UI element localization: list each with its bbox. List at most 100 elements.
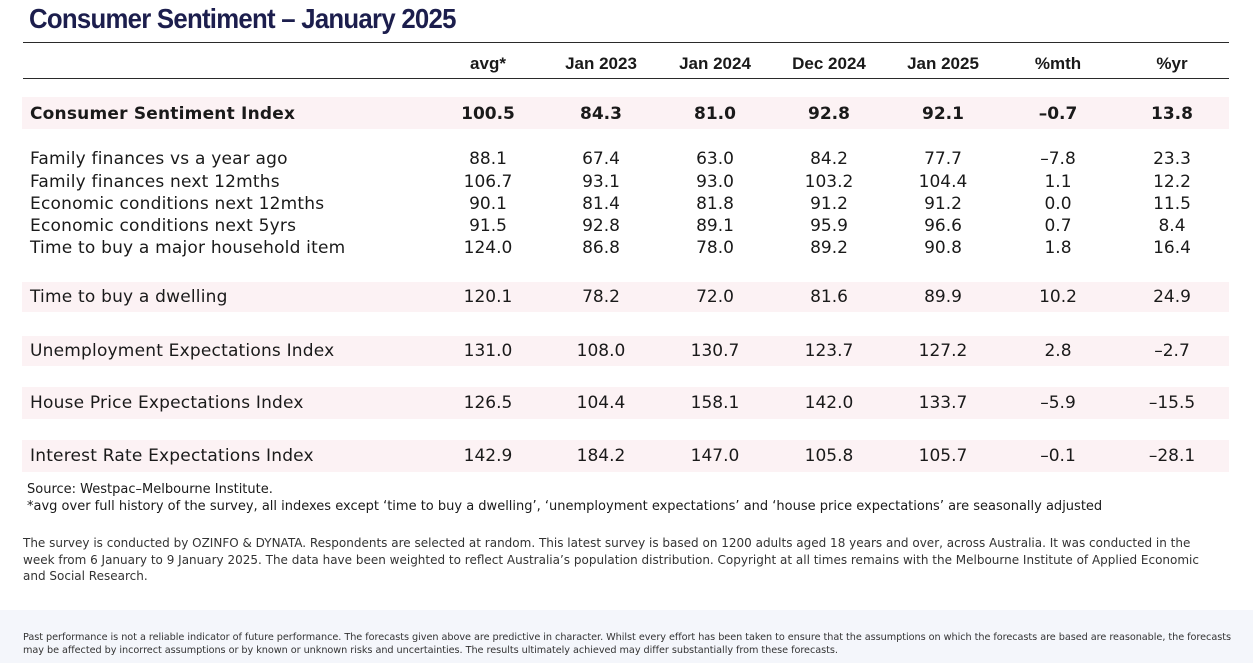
cell-avg: 91.5: [469, 216, 507, 236]
table-row: Time to buy a major household item 124.0…: [0, 238, 1253, 260]
cell-jan-2025: 77.7: [924, 149, 962, 169]
source-notes: Source: Westpac–Melbourne Institute. *av…: [27, 482, 1102, 515]
cell-pct-mth: 1.1: [1044, 172, 1072, 192]
cell-dec-2024: 103.2: [804, 172, 854, 192]
cell-pct-mth: –5.9: [1040, 393, 1076, 413]
cell-dec-2024: 123.7: [804, 341, 854, 361]
cell-dec-2024: 89.2: [810, 238, 848, 258]
table-row: Unemployment Expectations Index 131.0 10…: [0, 341, 1253, 363]
cell-pct-mth: 2.8: [1044, 341, 1072, 361]
band-dwelling: [22, 282, 1229, 312]
cell-jan-2024: 147.0: [690, 446, 740, 466]
cell-pct-yr: –28.1: [1148, 446, 1196, 466]
cell-jan-2023: 104.4: [576, 393, 626, 413]
cell-dec-2024: 81.6: [810, 287, 848, 307]
band-unemployment: [22, 336, 1229, 366]
table-row: Consumer Sentiment Index 100.5 84.3 81.0…: [0, 104, 1253, 126]
cell-jan-2024: 81.8: [696, 194, 734, 214]
row-label: Family finances next 12mths: [30, 172, 280, 192]
cell-jan-2025: 92.1: [922, 104, 964, 124]
cell-pct-yr: 8.4: [1158, 216, 1186, 236]
cell-jan-2024: 63.0: [696, 149, 734, 169]
table-row: Family finances vs a year ago 88.1 67.4 …: [0, 149, 1253, 171]
band-interest-rate: [22, 440, 1229, 472]
row-label: Unemployment Expectations Index: [30, 341, 335, 361]
col-header-jan-2025: Jan 2025: [907, 54, 979, 73]
band-house-price: [22, 387, 1229, 419]
cell-jan-2024: 89.1: [696, 216, 734, 236]
col-header-dec-2024: Dec 2024: [792, 54, 866, 73]
col-header-jan-2024: Jan 2024: [679, 54, 751, 73]
cell-avg: 90.1: [469, 194, 507, 214]
row-label: House Price Expectations Index: [30, 393, 304, 413]
cell-jan-2023: 92.8: [582, 216, 620, 236]
cell-avg: 106.7: [463, 172, 513, 192]
row-label: Time to buy a major household item: [30, 238, 346, 258]
table-row: Interest Rate Expectations Index 142.9 1…: [0, 446, 1253, 468]
seasonal-adjustment-note: *avg over full history of the survey, al…: [27, 498, 1103, 514]
cell-jan-2024: 81.0: [694, 104, 736, 124]
cell-dec-2024: 92.8: [808, 104, 850, 124]
cell-dec-2024: 142.0: [804, 393, 854, 413]
cell-jan-2024: 93.0: [696, 172, 734, 192]
cell-jan-2025: 96.6: [924, 216, 962, 236]
cell-jan-2023: 93.1: [582, 172, 620, 192]
cell-jan-2023: 81.4: [582, 194, 620, 214]
cell-pct-mth: 0.0: [1044, 194, 1072, 214]
disclaimer-text: Past performance is not a reliable indic…: [23, 632, 1231, 656]
cell-jan-2024: 72.0: [696, 287, 734, 307]
survey-methodology-text: The survey is conducted by OZINFO & DYNA…: [23, 536, 1199, 583]
cell-avg: 142.9: [463, 446, 513, 466]
cell-pct-yr: 13.8: [1151, 104, 1193, 124]
header-rule: [23, 78, 1229, 80]
cell-jan-2025: 91.2: [924, 194, 962, 214]
cell-pct-yr: 16.4: [1153, 238, 1191, 258]
cell-pct-yr: 12.2: [1153, 172, 1191, 192]
cell-jan-2023: 108.0: [576, 341, 626, 361]
table-row: Family finances next 12mths 106.7 93.1 9…: [0, 172, 1253, 194]
cell-dec-2024: 95.9: [810, 216, 848, 236]
col-header-pct-yr: %yr: [1156, 54, 1188, 73]
top-rule: [23, 42, 1229, 44]
cell-jan-2025: 89.9: [924, 287, 962, 307]
table-row: Economic conditions next 5yrs 91.5 92.8 …: [0, 216, 1253, 238]
table-row: Economic conditions next 12mths 90.1 81.…: [0, 194, 1253, 216]
cell-jan-2023: 78.2: [582, 287, 620, 307]
cell-jan-2023: 84.3: [580, 104, 622, 124]
cell-pct-yr: 24.9: [1153, 287, 1191, 307]
cell-pct-yr: –2.7: [1154, 341, 1190, 361]
cell-jan-2025: 133.7: [918, 393, 968, 413]
cell-pct-mth: –7.8: [1040, 149, 1076, 169]
cell-pct-mth: –0.7: [1038, 104, 1078, 124]
table-row: Time to buy a dwelling 120.1 78.2 72.0 8…: [0, 287, 1253, 309]
cell-dec-2024: 105.8: [804, 446, 854, 466]
cell-jan-2025: 90.8: [924, 238, 962, 258]
cell-avg: 100.5: [461, 104, 515, 124]
source-line: Source: Westpac–Melbourne Institute.: [27, 482, 273, 497]
cell-avg: 126.5: [463, 393, 513, 413]
cell-dec-2024: 84.2: [810, 149, 848, 169]
cell-dec-2024: 91.2: [810, 194, 848, 214]
row-label: Interest Rate Expectations Index: [30, 446, 314, 466]
cell-avg: 131.0: [463, 341, 513, 361]
cell-avg: 124.0: [463, 238, 513, 258]
row-label: Economic conditions next 5yrs: [30, 216, 297, 236]
cell-pct-mth: 10.2: [1039, 287, 1077, 307]
cell-jan-2023: 67.4: [582, 149, 620, 169]
row-label: Economic conditions next 12mths: [30, 194, 325, 214]
cell-pct-mth: 1.8: [1044, 238, 1072, 258]
page-title: Consumer Sentiment – January 2025: [29, 3, 456, 34]
cell-jan-2025: 104.4: [918, 172, 968, 192]
cell-pct-yr: 23.3: [1153, 149, 1191, 169]
cell-jan-2024: 130.7: [690, 341, 740, 361]
cell-pct-mth: –0.1: [1040, 446, 1076, 466]
cell-jan-2024: 158.1: [690, 393, 740, 413]
row-label: Family finances vs a year ago: [30, 149, 288, 169]
cell-jan-2025: 127.2: [918, 341, 968, 361]
row-label: Time to buy a dwelling: [30, 287, 228, 307]
disclaimer-panel: [0, 610, 1253, 663]
cell-jan-2024: 78.0: [696, 238, 734, 258]
cell-pct-mth: 0.7: [1044, 216, 1072, 236]
col-header-pct-mth: %mth: [1034, 54, 1082, 73]
cell-pct-yr: –15.5: [1148, 393, 1196, 413]
